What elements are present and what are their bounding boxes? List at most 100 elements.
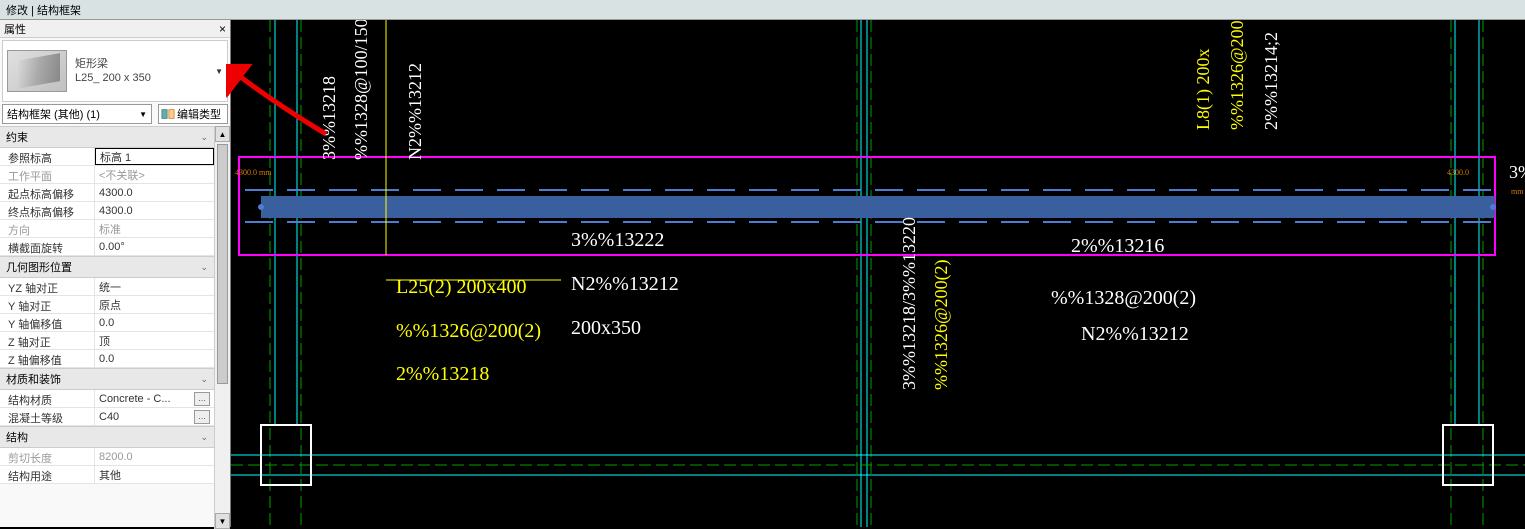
type-selector[interactable]: 矩形梁 L25_ 200 x 350 ▼ [2, 40, 228, 102]
svg-text:%%1328@100/150: %%1328@100/150 [351, 20, 371, 160]
property-label: 方向 [0, 220, 95, 237]
property-value[interactable]: 原点 [95, 296, 214, 313]
drawing-canvas[interactable]: 4300.0 mm 4300.0 3%%13218 %%1328@100/150… [231, 20, 1525, 527]
property-value[interactable]: 8200.0 [95, 448, 214, 465]
property-row[interactable]: 横截面旋转0.00° [0, 238, 214, 256]
svg-text:2%%13218: 2%%13218 [396, 363, 489, 385]
svg-text:N2%%13212: N2%%13212 [1081, 323, 1189, 345]
property-label: 起点标高偏移 [0, 184, 95, 201]
property-row[interactable]: Y 轴对正原点 [0, 296, 214, 314]
property-row[interactable]: Z 轴对正顶 [0, 332, 214, 350]
svg-text:%%1326@200(2): %%1326@200(2) [396, 320, 541, 342]
constraint-rows: 参照标高标高 1工作平面<不关联>起点标高偏移4300.0终点标高偏移4300.… [0, 148, 214, 256]
dim-left-label: 4300.0 mm [235, 168, 272, 177]
svg-text:2%%13214;2: 2%%13214;2 [1261, 32, 1281, 130]
property-row[interactable]: 混凝土等级C40… [0, 408, 214, 426]
property-value[interactable]: C40… [95, 408, 214, 425]
chevron-down-icon: ▼ [139, 110, 147, 119]
edit-type-label: 编辑类型 [177, 106, 221, 122]
property-value[interactable]: 0.00° [95, 238, 214, 255]
edit-type-icon [161, 107, 175, 121]
property-label: Y 轴对正 [0, 296, 95, 313]
property-label: 参照标高 [0, 148, 95, 165]
cad-viewport[interactable]: 4300.0 mm 4300.0 3%%13218 %%1328@100/150… [231, 20, 1525, 527]
property-value[interactable]: 4300.0 [95, 184, 214, 201]
property-value[interactable]: 其他 [95, 466, 214, 483]
property-row[interactable]: Y 轴偏移值0.0 [0, 314, 214, 332]
properties-panel: 属性 × 矩形梁 L25_ 200 x 350 ▼ 结构框架 (其他) (1) … [0, 20, 231, 527]
instance-selector-label: 结构框架 (其他) (1) [7, 106, 100, 122]
property-row[interactable]: 结构用途其他 [0, 466, 214, 484]
section-title: 几何图形位置 [6, 259, 72, 275]
property-label: 工作平面 [0, 166, 95, 183]
property-row[interactable]: 剪切长度8200.0 [0, 448, 214, 466]
property-value[interactable]: 统一 [95, 278, 214, 295]
properties-title: 属性 [4, 21, 26, 37]
type-info: 矩形梁 L25_ 200 x 350 [75, 57, 223, 85]
svg-text:200x350: 200x350 [571, 317, 641, 339]
section-title: 材质和装饰 [6, 371, 61, 387]
property-value[interactable]: 标准 [95, 220, 214, 237]
scroll-up-icon[interactable]: ▲ [215, 126, 230, 142]
edit-type-button[interactable]: 编辑类型 [158, 104, 228, 124]
property-value[interactable]: 4300.0 [95, 202, 214, 219]
section-header-geom[interactable]: 几何图形位置 ⌄ [0, 256, 214, 278]
property-label: 结构用途 [0, 466, 95, 483]
property-label: 结构材质 [0, 390, 95, 407]
svg-text:3%%13218/3%%13220: 3%%13218/3%%13220 [899, 217, 919, 390]
svg-text:mm: mm [1511, 187, 1524, 196]
svg-text:L8(1) 200x: L8(1) 200x [1193, 49, 1214, 130]
svg-text:3%: 3% [1509, 162, 1525, 182]
property-label: Z 轴对正 [0, 332, 95, 349]
property-label: 终点标高偏移 [0, 202, 95, 219]
type-family-label: 矩形梁 [75, 57, 223, 71]
svg-text:3%%13218: 3%%13218 [319, 76, 339, 160]
property-row[interactable]: 结构材质Concrete - C...… [0, 390, 214, 408]
scrollbar[interactable]: ▲ ▼ [214, 126, 230, 529]
svg-text:3%%13222: 3%%13222 [571, 229, 664, 251]
expand-icon[interactable]: ⌄ [200, 374, 208, 385]
property-row[interactable]: 终点标高偏移4300.0 [0, 202, 214, 220]
properties-header: 属性 × [0, 20, 230, 38]
svg-text:%%1326@200: %%1326@200 [1227, 20, 1247, 130]
scroll-thumb[interactable] [217, 144, 228, 384]
svg-text:%%1328@200(2): %%1328@200(2) [1051, 287, 1196, 309]
close-icon[interactable]: × [219, 22, 226, 36]
type-name-label: L25_ 200 x 350 [75, 71, 223, 85]
property-value[interactable]: Concrete - C...… [95, 390, 214, 407]
svg-text:2%%13216: 2%%13216 [1071, 235, 1164, 257]
type-thumbnail [7, 50, 67, 92]
property-value[interactable]: <不关联> [95, 166, 214, 183]
property-label: Z 轴偏移值 [0, 350, 95, 367]
ellipsis-button[interactable]: … [194, 410, 210, 424]
property-label: Y 轴偏移值 [0, 314, 95, 331]
instance-selector[interactable]: 结构框架 (其他) (1) ▼ [2, 104, 152, 124]
expand-icon[interactable]: ⌄ [200, 432, 208, 443]
property-value[interactable]: 0.0 [95, 350, 214, 367]
section-header-constraint[interactable]: 约束 ⌄ [0, 126, 214, 148]
ellipsis-button[interactable]: … [194, 392, 210, 406]
geom-rows: YZ 轴对正统一Y 轴对正原点Y 轴偏移值0.0Z 轴对正顶Z 轴偏移值0.0 [0, 278, 214, 368]
property-value[interactable]: 标高 1 [95, 148, 214, 165]
svg-text:N2%%13212: N2%%13212 [571, 273, 679, 295]
section-header-material[interactable]: 材质和装饰 ⌄ [0, 368, 214, 390]
property-row[interactable]: 参照标高标高 1 [0, 148, 214, 166]
svg-text:%%1326@200(2): %%1326@200(2) [931, 259, 952, 390]
section-header-struct[interactable]: 结构 ⌄ [0, 426, 214, 448]
property-label: 混凝土等级 [0, 408, 95, 425]
svg-text:N2%%13212: N2%%13212 [405, 63, 425, 160]
property-value[interactable]: 0.0 [95, 314, 214, 331]
property-value[interactable]: 顶 [95, 332, 214, 349]
property-row[interactable]: 起点标高偏移4300.0 [0, 184, 214, 202]
expand-icon[interactable]: ⌄ [200, 132, 208, 143]
property-row[interactable]: Z 轴偏移值0.0 [0, 350, 214, 368]
property-label: YZ 轴对正 [0, 278, 95, 295]
property-row[interactable]: 工作平面<不关联> [0, 166, 214, 184]
property-row[interactable]: 方向标准 [0, 220, 214, 238]
dim-right-label: 4300.0 [1447, 168, 1469, 177]
expand-icon[interactable]: ⌄ [200, 262, 208, 273]
property-row[interactable]: YZ 轴对正统一 [0, 278, 214, 296]
chevron-down-icon[interactable]: ▼ [215, 67, 223, 76]
material-rows: 结构材质Concrete - C...…混凝土等级C40… [0, 390, 214, 426]
title-bar: 修改 | 结构框架 [0, 0, 1525, 20]
